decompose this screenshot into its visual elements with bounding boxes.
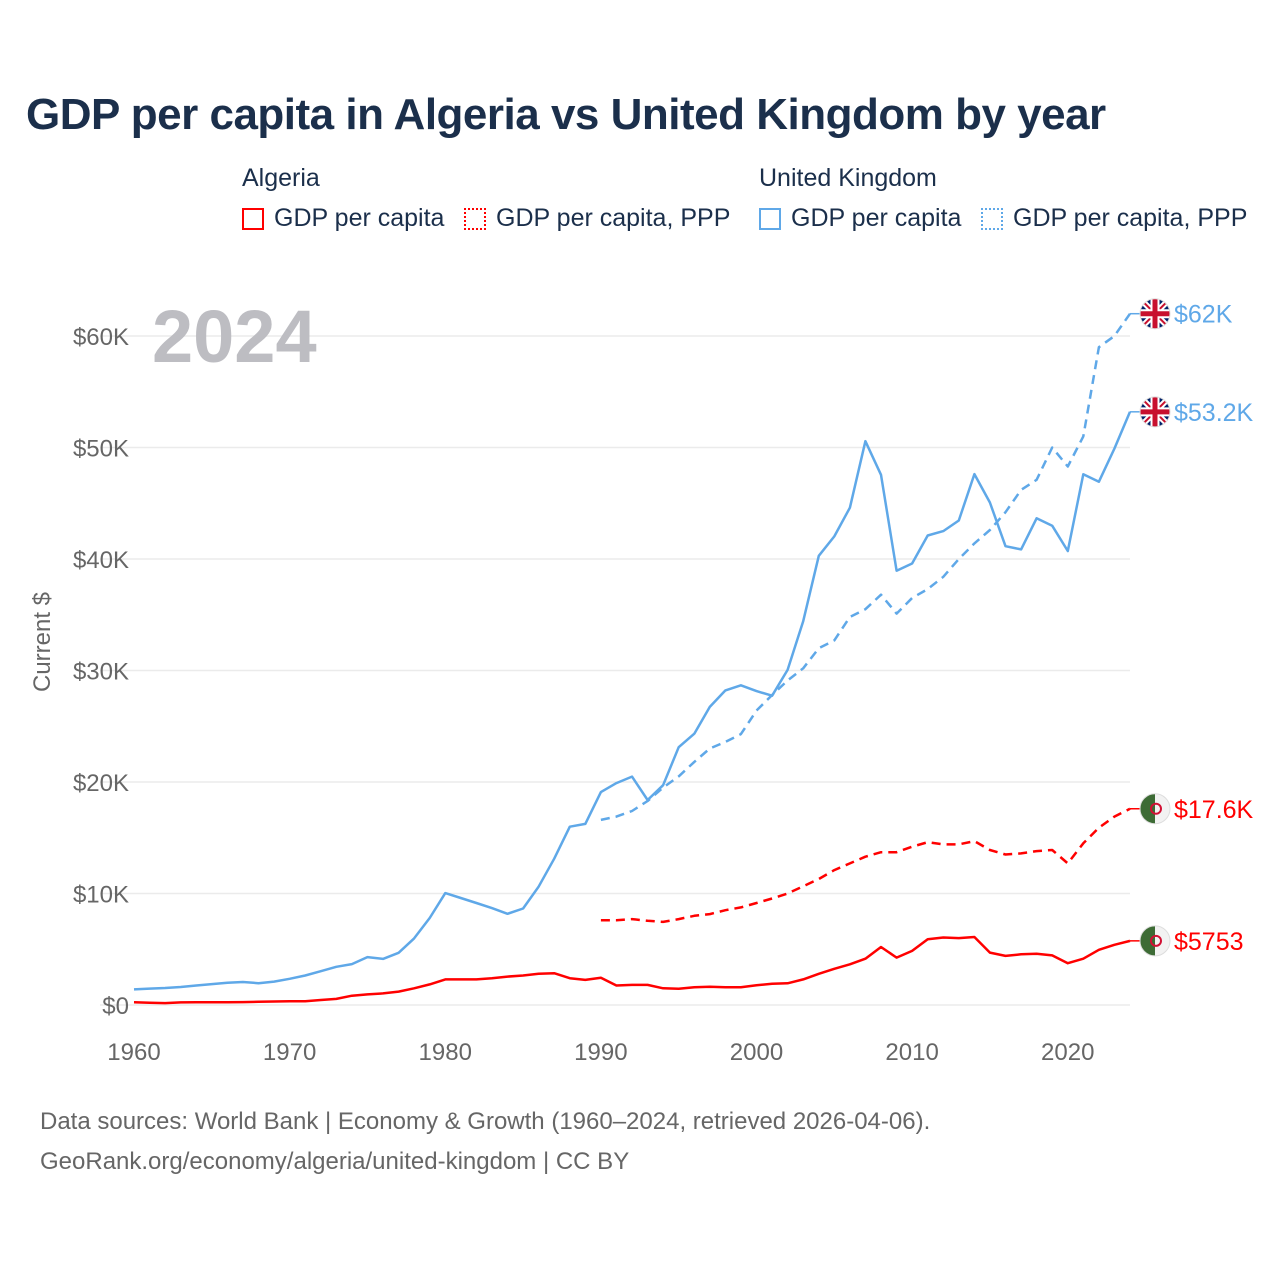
- x-tick-label: 1970: [263, 1039, 316, 1066]
- end-value-label: $17.6K: [1174, 796, 1254, 824]
- series-line: [600, 807, 1131, 924]
- x-tick-label: 2020: [1041, 1039, 1094, 1066]
- flag-white: [1155, 925, 1170, 956]
- flag-border: [1139, 793, 1171, 825]
- y-tick-label: $40K: [73, 547, 129, 574]
- y-tick-label: $10K: [73, 882, 129, 909]
- year-watermark: 2024: [152, 295, 317, 378]
- flag-body: [1140, 298, 1170, 329]
- footer-link[interactable]: GeoRank.org/economy/algeria/united-kingd…: [40, 1148, 630, 1175]
- uk-flag-icon: [1139, 396, 1171, 428]
- y-tick-label: $50K: [73, 436, 129, 463]
- flag-border: [1139, 396, 1171, 428]
- algeria-flag-icon: [1139, 793, 1171, 825]
- flag-crescent: [1150, 934, 1162, 947]
- flag-green: [1140, 925, 1155, 956]
- x-tick-label: 2000: [730, 1039, 783, 1066]
- flag-green: [1140, 793, 1155, 824]
- x-tick-label: 1960: [107, 1039, 160, 1066]
- legend-swatch-solid-red: [242, 207, 264, 230]
- algeria-flag-icon: [1139, 925, 1171, 957]
- legend-item-uk-gdp[interactable]: GDP per capita: [759, 204, 961, 233]
- flag-white: [1155, 793, 1170, 824]
- flag-border: [1139, 925, 1171, 957]
- legend-item-algeria-gdp[interactable]: GDP per capita: [242, 204, 444, 233]
- footer-sources: Data sources: World Bank | Economy & Gro…: [40, 1108, 931, 1135]
- legend-group-algeria: Algeria: [242, 164, 320, 192]
- flag-body: [1140, 793, 1170, 824]
- legend-label: GDP per capita, PPP: [496, 204, 731, 232]
- flag-body: [1140, 925, 1170, 956]
- y-tick-label: $0: [102, 993, 129, 1020]
- legend-label: GDP per capita, PPP: [1013, 204, 1248, 232]
- chart-title: GDP per capita in Algeria vs United King…: [26, 90, 1106, 139]
- series-line: [133, 935, 1131, 1005]
- legend-label: GDP per capita: [791, 204, 962, 232]
- uk-flag-icon: [1139, 298, 1171, 330]
- legend-group-uk: United Kingdom: [759, 164, 937, 192]
- legend-swatch-dotted-blue: [981, 207, 1003, 230]
- legend-item-algeria-ppp[interactable]: GDP per capita, PPP: [464, 204, 730, 233]
- y-tick-label: $30K: [73, 659, 129, 686]
- y-tick-label: $20K: [73, 770, 129, 797]
- flag-border: [1139, 298, 1171, 330]
- series-line: [600, 312, 1132, 822]
- y-tick-label: $60K: [73, 324, 129, 351]
- flag-cross-red: [1140, 298, 1170, 329]
- end-value-label: $62K: [1174, 301, 1233, 329]
- legend-item-uk-ppp[interactable]: GDP per capita, PPP: [981, 204, 1247, 233]
- flag-crescent: [1150, 802, 1162, 815]
- x-tick-label: 1990: [574, 1039, 627, 1066]
- flag-body: [1140, 396, 1170, 427]
- legend-swatch-dotted-red: [464, 207, 486, 230]
- series-line: [133, 411, 1132, 991]
- legend-swatch-solid-blue: [759, 207, 781, 230]
- flag-cross-red: [1140, 396, 1170, 427]
- x-tick-label: 2010: [885, 1039, 938, 1066]
- x-tick-label: 1980: [419, 1039, 472, 1066]
- end-value-label: $5753: [1174, 928, 1244, 956]
- end-value-label: $53.2K: [1174, 399, 1254, 427]
- legend-label: GDP per capita: [274, 204, 445, 232]
- y-axis-label: Current $: [29, 592, 56, 692]
